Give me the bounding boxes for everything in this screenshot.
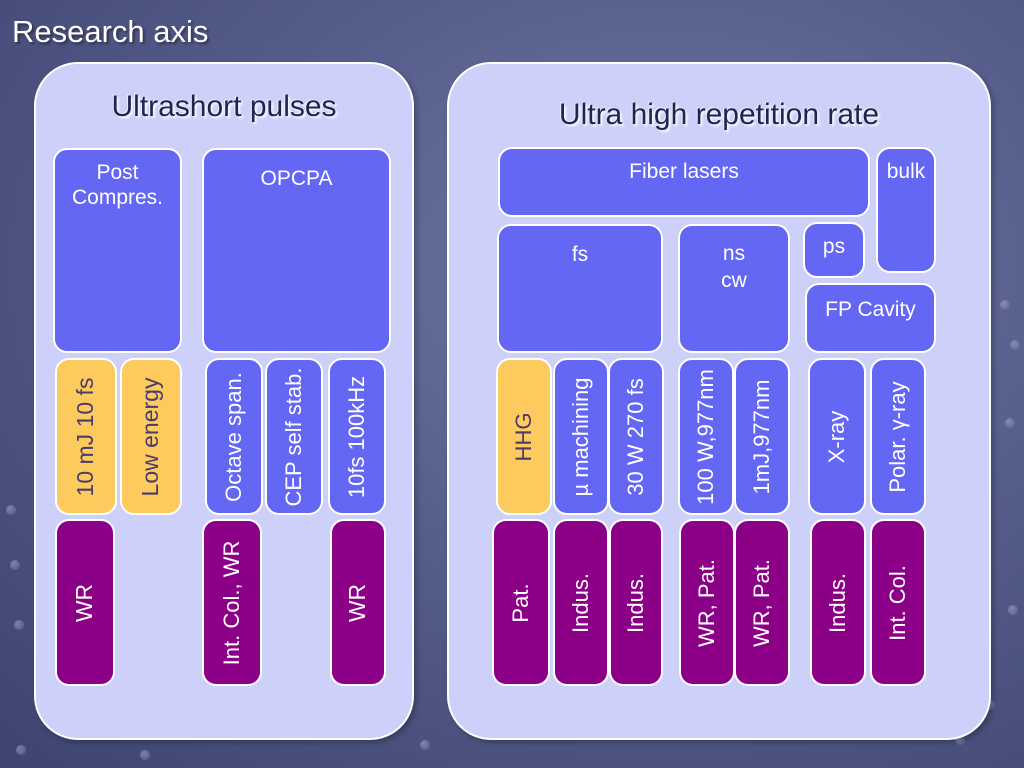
rep-rate-box: 10fs 100kHz xyxy=(328,358,386,515)
application-box: Pat. xyxy=(492,519,550,686)
application-box: WR xyxy=(55,519,115,686)
cep-stab-box: CEP self stab. xyxy=(265,358,323,515)
background-dot xyxy=(14,620,24,630)
box-label: µ machining xyxy=(567,376,593,497)
box-label: Fiber lasers xyxy=(629,160,739,183)
box-label: ns cw xyxy=(721,242,747,293)
box-label: Low energy xyxy=(137,377,164,496)
background-dot xyxy=(6,505,16,515)
panel-heading: Ultra high repetition rate xyxy=(558,98,880,131)
application-box: Indus. xyxy=(609,519,663,686)
box-label: 100 W,977nm xyxy=(692,368,718,505)
ps-box: ps xyxy=(803,222,865,278)
power-270fs-box: 30 W 270 fs xyxy=(608,358,664,515)
box-label: CEP self stab. xyxy=(280,367,306,506)
energy-977nm-box: 1mJ,977nm xyxy=(734,358,790,515)
power-977nm-box: 100 W,977nm xyxy=(678,358,734,515)
box-label: WR, Pat. xyxy=(748,558,774,647)
ns-cw-box: ns cw xyxy=(678,224,790,353)
hhg-box: HHG xyxy=(496,358,552,515)
application-box: WR, Pat. xyxy=(734,519,790,686)
slide-title: Research axis xyxy=(12,14,209,49)
fp-cavity-box: FP Cavity xyxy=(805,283,936,353)
polar-ray-box: Polar. γ-ray xyxy=(870,358,926,515)
background-dot xyxy=(140,750,150,760)
low-energy-box: Low energy xyxy=(120,358,182,515)
box-label: Int. Col., WR xyxy=(218,540,244,665)
box-label: OPCPA xyxy=(260,167,333,190)
box-label: Octave span. xyxy=(220,371,246,502)
box-label: WR xyxy=(71,583,98,622)
background-dot xyxy=(1005,418,1015,428)
opcpa-box: OPCPA xyxy=(202,148,391,353)
application-box: Indus. xyxy=(553,519,609,686)
background-dot xyxy=(1010,340,1020,350)
box-label: Post Compres. xyxy=(71,161,164,210)
box-label: FP Cavity xyxy=(825,298,916,321)
box-label: Pat. xyxy=(507,582,533,623)
application-box: Int. Col. xyxy=(870,519,926,686)
box-label: X-ray xyxy=(823,410,849,463)
box-label: WR, Pat. xyxy=(693,558,719,647)
box-label: 1mJ,977nm xyxy=(748,379,774,494)
xray-box: X-ray xyxy=(808,358,866,515)
background-dot xyxy=(16,745,26,755)
background-dot xyxy=(955,735,965,745)
box-label: Int. Col. xyxy=(884,564,910,641)
energy-box: 10 mJ 10 fs xyxy=(55,358,117,515)
background-dot xyxy=(420,740,430,750)
application-box: Int. Col., WR xyxy=(202,519,262,686)
background-dot xyxy=(10,560,20,570)
box-label: bulk xyxy=(886,160,926,183)
box-label: 10 mJ 10 fs xyxy=(72,377,99,496)
fiber-lasers-box: Fiber lasers xyxy=(498,147,870,217)
octave-span-box: Octave span. xyxy=(205,358,263,515)
bulk-box: bulk xyxy=(876,147,936,273)
application-box: Indus. xyxy=(810,519,866,686)
box-label: Polar. γ-ray xyxy=(884,380,910,493)
application-box: WR, Pat. xyxy=(679,519,735,686)
box-label: 10fs 100kHz xyxy=(343,375,369,498)
machining-box: µ machining xyxy=(553,358,609,515)
application-box: WR xyxy=(330,519,386,686)
background-dot xyxy=(1008,605,1018,615)
box-label: Indus. xyxy=(824,572,850,633)
box-label: fs xyxy=(571,243,589,266)
background-dot xyxy=(1000,300,1010,310)
fs-box: fs xyxy=(497,224,663,353)
box-label: Indus. xyxy=(622,572,648,633)
box-label: Indus. xyxy=(567,572,593,633)
post-compres-box: Post Compres. xyxy=(53,148,182,353)
box-label: HHG xyxy=(510,412,536,461)
panel-heading: Ultrashort pulses xyxy=(111,90,337,123)
box-label: ps xyxy=(822,235,846,258)
box-label: WR xyxy=(344,583,371,622)
box-label: 30 W 270 fs xyxy=(622,377,648,496)
